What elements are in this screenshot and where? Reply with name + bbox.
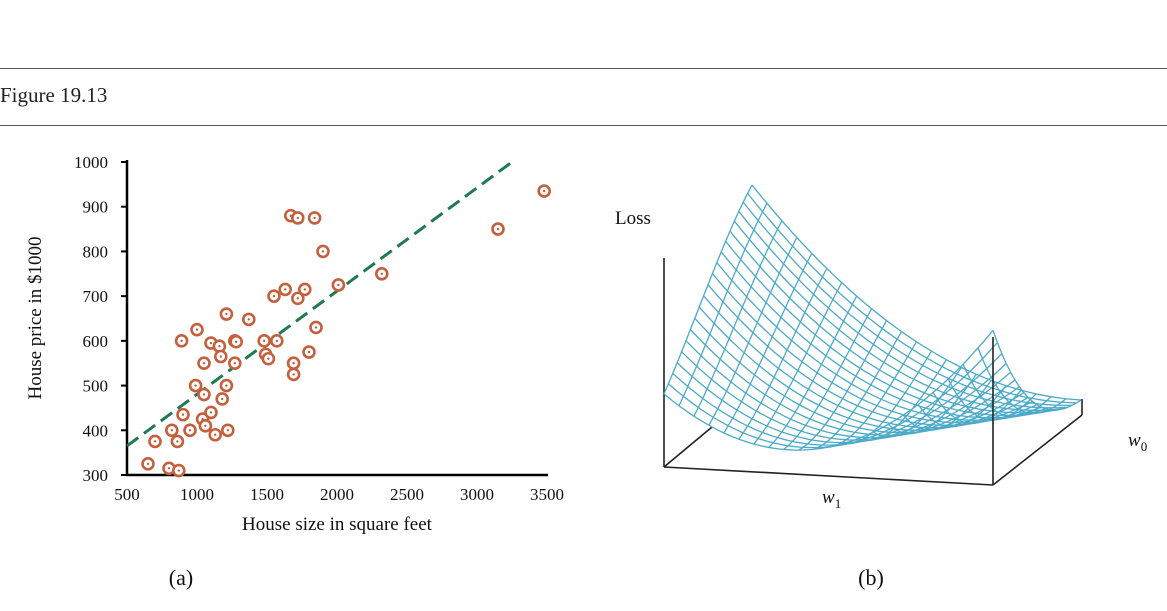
y-tick-label: 1000: [74, 153, 108, 172]
loss-surface-plot: Loss w1 w0 (b): [615, 184, 1147, 590]
mesh-line-w1: [729, 230, 1060, 414]
data-point: [219, 307, 234, 321]
data-point: [374, 266, 389, 281]
data-point: [176, 407, 190, 422]
w0-label: w0: [1128, 430, 1147, 454]
data-point: [269, 334, 284, 348]
data-point: [214, 349, 228, 364]
y-tick-label: 500: [83, 377, 109, 396]
data-point: [165, 423, 179, 438]
mesh-line-w1: [733, 220, 1064, 411]
data-point: [197, 356, 211, 371]
mesh-line-w1: [694, 317, 1025, 434]
x-tick-label: 3000: [460, 485, 494, 504]
w1-label: w1: [822, 487, 841, 511]
data-point: [219, 378, 234, 393]
data-point: [491, 222, 505, 236]
title-rule: [0, 125, 1167, 126]
data-point: [204, 405, 218, 420]
mesh-line-w1: [711, 273, 1042, 424]
data-point: [286, 367, 301, 382]
data-point: [267, 289, 281, 303]
data-point: [228, 356, 242, 371]
data-point: [172, 463, 186, 478]
x-tick-label: 2500: [390, 485, 424, 504]
data-point: [286, 356, 301, 371]
figure-title: Figure 19.13: [0, 83, 108, 107]
mesh-line-w1: [667, 342, 998, 449]
x-tick-label: 2000: [320, 485, 354, 504]
data-point: [148, 434, 162, 449]
panel-label-b: (b): [858, 565, 884, 590]
mesh-line-w1: [716, 262, 1046, 421]
data-point: [197, 387, 211, 402]
data-point: [198, 419, 213, 433]
mesh-line-w1: [725, 240, 1055, 416]
y-tick-label: 400: [83, 421, 109, 440]
data-point: [183, 423, 197, 438]
data-point: [208, 427, 222, 442]
x-tick-label: 500: [114, 485, 140, 504]
mesh-line-w1: [742, 201, 1073, 407]
data-point: [188, 378, 203, 393]
mesh-line-w1: [676, 362, 1007, 444]
y-tick-label: 700: [83, 287, 109, 306]
scatter-plot: 300 400 500 600 700 800 900 1000 500 1000 1500 2000…: [25, 153, 564, 590]
mesh-line-w1: [681, 351, 1012, 441]
data-point: [229, 334, 243, 349]
loss-label: Loss: [615, 208, 651, 229]
top-rule: [0, 68, 1167, 69]
data-point: [537, 184, 552, 198]
y-tick-label: 800: [83, 242, 109, 261]
data-point: [290, 291, 305, 306]
w0-axis-front: [992, 414, 1083, 486]
data-point: [316, 244, 330, 259]
data-point: [331, 278, 346, 292]
x-axis-label: House size in square feet: [242, 514, 433, 535]
mesh-line-w1: [720, 251, 1051, 419]
data-point: [309, 320, 323, 335]
mesh-line-w1: [747, 192, 1077, 404]
data-point: [174, 334, 189, 348]
panel-label-a: (a): [169, 565, 193, 590]
data-point: [261, 351, 276, 366]
mesh-line-w1: [738, 210, 1068, 409]
data-point: [307, 211, 322, 225]
x-tick-label: 3500: [530, 485, 564, 504]
data-point: [290, 211, 305, 225]
w1-axis: [663, 466, 994, 486]
x-tick-label: 1500: [250, 485, 284, 504]
mesh-line-w1: [751, 184, 1082, 401]
data-point: [302, 345, 316, 359]
y-tick-label: 300: [83, 466, 109, 485]
data-point: [278, 282, 293, 297]
mesh-line-w1: [672, 353, 1003, 446]
y-tick-label: 600: [83, 332, 109, 351]
regression-line: [126, 160, 513, 448]
w0-axis-back: [663, 426, 713, 468]
y-tick-label: 900: [83, 198, 109, 217]
x-tick-label: 1000: [180, 485, 214, 504]
data-point: [190, 322, 204, 337]
data-point: [257, 334, 272, 348]
data-point: [297, 282, 312, 297]
data-point: [215, 392, 229, 406]
mesh-line-w1: [689, 329, 1020, 436]
data-point: [221, 423, 235, 438]
data-point: [242, 312, 256, 327]
data-point: [141, 457, 155, 471]
y-axis-label: House price in $1000: [25, 236, 46, 399]
data-point: [170, 434, 185, 449]
